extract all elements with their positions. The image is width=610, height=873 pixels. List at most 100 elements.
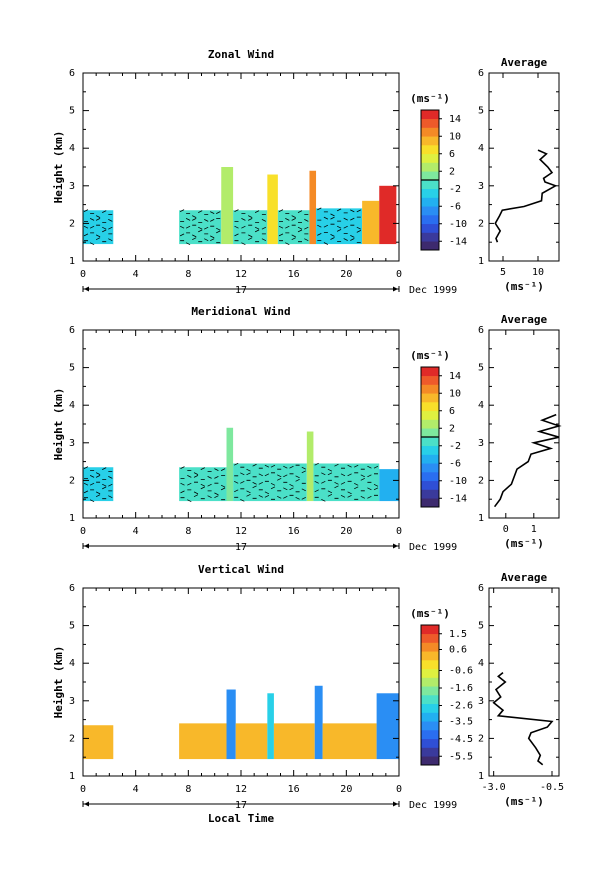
colorbar-swatch	[421, 651, 439, 661]
average-x-label: (ms⁻¹)	[504, 795, 544, 808]
colorbar-swatch	[421, 730, 439, 740]
average-x-tick-label: 10	[532, 267, 544, 278]
y-axis-label: Height (km)	[52, 646, 65, 719]
colorbar-swatch	[421, 738, 439, 748]
colorbar-swatch	[421, 384, 439, 394]
average-profile-line	[492, 671, 554, 766]
colorbar-swatch	[421, 188, 439, 198]
colorbar-tick-label: 2	[449, 423, 455, 434]
colorbar-swatch	[421, 367, 439, 377]
y-tick-label: 2	[69, 218, 75, 229]
day-label: 17	[235, 542, 247, 553]
heatmap-cell	[376, 693, 399, 760]
colorbar-swatch	[421, 171, 439, 181]
colorbar-tick-label: -10	[449, 219, 467, 230]
panel-title: Meridional Wind	[191, 305, 290, 318]
y-tick-label: 1	[69, 256, 75, 267]
average-y-tick-label: 2	[478, 218, 484, 229]
colorbar-swatch	[421, 118, 439, 128]
y-tick-label: 5	[69, 621, 75, 632]
y-tick-label: 2	[69, 475, 75, 486]
zero-contour	[83, 466, 113, 503]
average-y-tick-label: 4	[478, 143, 484, 154]
y-tick-label: 3	[69, 181, 75, 192]
average-y-tick-label: 6	[478, 325, 484, 336]
panel-title: Zonal Wind	[208, 48, 274, 61]
month-label: Dec 1999	[409, 800, 457, 811]
y-tick-label: 5	[69, 363, 75, 374]
heatmap-cell	[314, 685, 323, 760]
colorbar-swatch	[421, 393, 439, 403]
day-bar-arrow	[84, 543, 89, 549]
colorbar-swatch	[421, 625, 439, 635]
y-axis-label: Height (km)	[52, 131, 65, 204]
colorbar-tick-label: -2	[449, 441, 461, 452]
y-tick-label: 1	[69, 771, 75, 782]
x-tick-label: 8	[185, 784, 191, 795]
heatmap-cell	[309, 170, 317, 245]
zero-contour	[278, 209, 309, 246]
colorbar-swatch	[421, 445, 439, 455]
colorbar-swatch	[421, 410, 439, 420]
x-tick-label: 8	[185, 526, 191, 537]
average-x-tick-label: -3.0	[482, 782, 506, 793]
x-tick-label: 8	[185, 269, 191, 280]
colorbar-swatch	[421, 721, 439, 731]
average-y-tick-label: 1	[478, 771, 484, 782]
colorbar-swatch	[421, 686, 439, 696]
colorbar-swatch	[421, 145, 439, 155]
x-tick-label: 0	[80, 526, 86, 537]
colorbar-frame	[420, 624, 440, 766]
y-tick-label: 3	[69, 696, 75, 707]
colorbar-tick-label: 6	[449, 406, 455, 417]
average-profile: Average 1 2 3 4 5 6 5 10 (ms⁻¹)	[478, 56, 560, 293]
day-bar-arrow	[84, 286, 89, 292]
colorbar-swatch	[421, 712, 439, 722]
heatmap-cell	[226, 689, 236, 760]
x-tick-label: 16	[288, 269, 300, 280]
zero-contour	[234, 462, 306, 502]
day-bar-arrow	[393, 286, 398, 292]
average-y-tick-label: 5	[478, 363, 484, 374]
average-profile: Average 1 2 3 4 5 6 -3.0 -0.5 (ms⁻¹)	[478, 571, 564, 808]
colorbar-swatch	[421, 677, 439, 687]
colorbar-swatch	[421, 437, 439, 447]
colorbar-tick-label: 14	[449, 371, 461, 382]
y-tick-label: 5	[69, 106, 75, 117]
zero-contour	[314, 462, 379, 502]
month-label: Dec 1999	[409, 285, 457, 296]
heatmap-cell	[235, 723, 268, 760]
colorbar-swatch	[421, 703, 439, 713]
colorbar-swatch	[421, 206, 439, 216]
average-y-tick-label: 3	[478, 181, 484, 192]
x-tick-label: 12	[235, 526, 247, 537]
heatmap-cell	[379, 469, 399, 502]
x-tick-label: 0	[80, 269, 86, 280]
heatmap-cell	[221, 167, 234, 245]
average-y-tick-label: 2	[478, 733, 484, 744]
heatmap-cell	[362, 200, 380, 245]
heatmap-cell	[322, 723, 377, 760]
colorbar: (ms⁻¹) 1.5 0.6 -0.6 -1.6 -2.6 -3.5 -4.5 -5.5	[410, 607, 473, 766]
heatmap-cell	[179, 210, 222, 245]
colorbar-swatch	[421, 472, 439, 482]
y-tick-label: 6	[69, 583, 75, 594]
average-frame	[488, 587, 560, 777]
average-y-tick-label: 3	[478, 696, 484, 707]
y-tick-label: 4	[69, 658, 75, 669]
colorbar-tick-label: -4.5	[449, 734, 473, 745]
day-bar-arrow	[393, 543, 398, 549]
average-title: Average	[501, 571, 548, 584]
colorbar-swatch	[421, 756, 439, 766]
average-x-tick-label: 0	[503, 524, 509, 535]
colorbar-tick-label: -6	[449, 458, 461, 469]
heatmap-cell	[273, 723, 315, 760]
colorbar-swatch	[421, 428, 439, 438]
average-title: Average	[501, 56, 548, 69]
y-tick-label: 6	[69, 325, 75, 336]
colorbar-swatch	[421, 454, 439, 464]
average-y-tick-label: 2	[478, 475, 484, 486]
day-bar-arrow	[393, 801, 398, 807]
average-x-tick-label: 5	[500, 267, 506, 278]
